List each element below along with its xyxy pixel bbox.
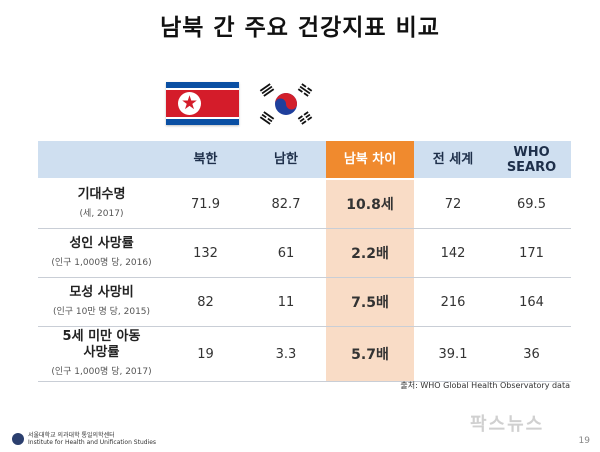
table-row: 기대수명 (세, 2017) 71.9 82.7 10.8세 72 69.5 [38,179,571,229]
header-north-korea: 북한 [165,141,246,180]
table-row: 모성 사망비 (인구 10만 명 당, 2015) 82 11 7.5배 216… [38,277,571,327]
cell-world: 216 [414,277,492,327]
cell-north-korea: 19 [165,326,246,382]
header-difference: 남북 차이 [326,141,414,180]
row-label-sub: (인구 1,000명 당, 2017) [51,366,152,377]
cell-world: 39.1 [414,326,492,382]
table-header-row: 북한 남한 남북 차이 전 세계 WHO SEARO [38,141,571,180]
cell-north-korea: 82 [165,277,246,327]
cell-difference: 2.2배 [326,228,414,278]
cell-north-korea: 71.9 [165,179,246,229]
cell-difference: 10.8세 [326,179,414,229]
logo-line-english: Institute for Health and Unification Stu… [28,439,157,446]
row-label-main: 모성 사망비 [69,284,134,300]
page-title: 남북 간 주요 건강지표 비교 [160,15,440,41]
cell-north-korea: 132 [165,228,246,278]
cell-south-korea: 11 [246,277,326,327]
institution-logo: 서울대학교 의과대학 통일의학센터 Institute for Health a… [12,432,156,446]
row-label: 성인 사망률 (인구 1,000명 당, 2016) [38,228,165,278]
cell-south-korea: 3.3 [246,326,326,382]
page-number: 19 [578,436,590,446]
row-label-main: 5세 미만 아동 사망률 [62,328,141,360]
cell-world: 142 [414,228,492,278]
header-world: 전 세계 [414,141,492,180]
cell-who-searo: 171 [492,228,571,278]
cell-who-searo: 36 [492,326,571,382]
north-korea-flag-icon: ★ [166,82,239,125]
health-indicator-table: 북한 남한 남북 차이 전 세계 WHO SEARO 기대수명 (세, 2017… [38,141,571,382]
cell-south-korea: 61 [246,228,326,278]
source-note: 출처: WHO Global Health Observatory data [400,381,570,390]
header-who-searo: WHO SEARO [492,141,571,180]
cell-south-korea: 82.7 [246,179,326,229]
table-row: 5세 미만 아동 사망률 (인구 1,000명 당, 2017) 19 3.3 … [38,326,571,382]
table-row: 성인 사망률 (인구 1,000명 당, 2016) 132 61 2.2배 1… [38,228,571,278]
cell-difference: 7.5배 [326,277,414,327]
header-south-korea: 남한 [246,141,326,180]
row-label: 5세 미만 아동 사망률 (인구 1,000명 당, 2017) [38,326,165,382]
logo-line-korean: 서울대학교 의과대학 통일의학센터 [28,432,115,439]
cell-difference: 5.7배 [326,326,414,382]
header-indicator [38,141,165,180]
cell-world: 72 [414,179,492,229]
south-korea-flag-icon [256,80,316,128]
watermark: 팍스뉴스 [470,414,545,435]
university-emblem-icon [12,433,24,445]
cell-who-searo: 69.5 [492,179,571,229]
row-label: 모성 사망비 (인구 10만 명 당, 2015) [38,277,165,327]
row-label: 기대수명 (세, 2017) [38,179,165,229]
row-label-sub: (세, 2017) [79,208,124,219]
row-label-sub: (인구 10만 명 당, 2015) [52,306,151,317]
row-label-main: 성인 사망률 [69,235,134,251]
cell-who-searo: 164 [492,277,571,327]
row-label-main: 기대수명 [77,186,126,202]
row-label-sub: (인구 1,000명 당, 2016) [51,257,152,268]
